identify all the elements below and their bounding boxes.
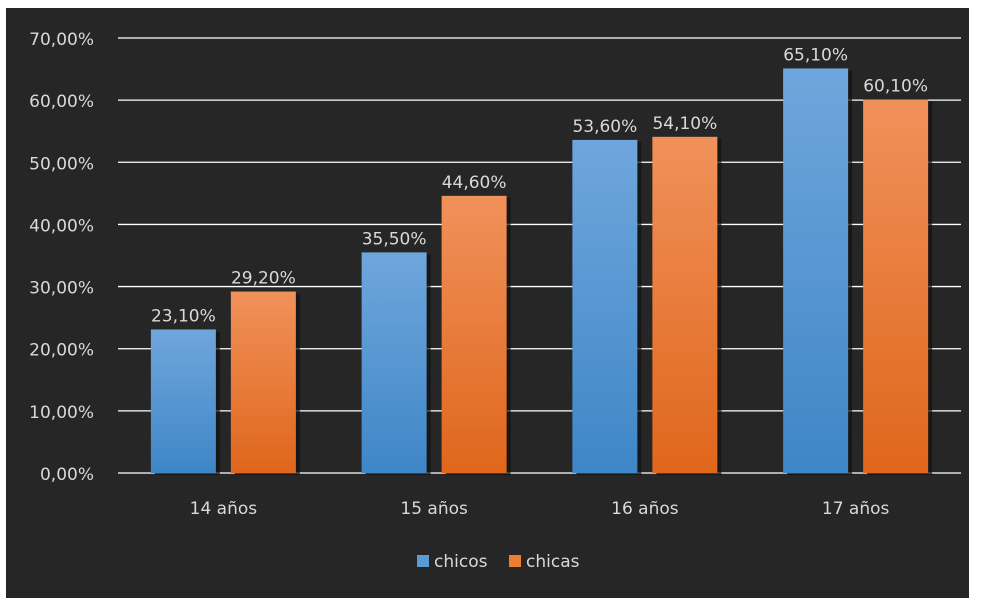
data-label: 60,10% (863, 77, 928, 97)
bar-chicas (230, 291, 296, 473)
legend-label: chicos (434, 552, 488, 572)
chart-area: 0,00% 10,00% 20,00% 30,00% 40,00% 50,00% 60,00… (6, 8, 969, 598)
y-tick-label: 10,00% (29, 403, 94, 423)
y-tick-label: 40,00% (29, 216, 94, 236)
y-tick-label: 30,00% (29, 279, 94, 299)
bar-chicos (783, 68, 849, 473)
data-label: 53,60% (572, 117, 637, 137)
data-label: 35,50% (362, 229, 427, 249)
bar-chicos (150, 329, 216, 473)
x-tick-label: 14 años (190, 499, 258, 519)
bar-chart: 0,00% 10,00% 20,00% 30,00% 40,00% 50,00% 60,00… (29, 30, 961, 572)
y-tick-label: 20,00% (29, 341, 94, 361)
data-label: 29,20% (231, 269, 296, 289)
legend-swatch-chicas (509, 555, 521, 567)
x-tick-label: 16 años (611, 499, 679, 519)
bars (150, 68, 933, 476)
x-axis-tick-labels: 14 años 15 años 16 años 17 años (190, 499, 890, 519)
y-tick-label: 60,00% (29, 92, 94, 112)
legend-label: chicas (526, 552, 580, 572)
bar-chicas (652, 136, 718, 474)
y-axis-tick-labels: 0,00% 10,00% 20,00% 30,00% 40,00% 50,00% 60,00… (29, 30, 94, 485)
y-tick-label: 50,00% (29, 154, 94, 174)
bar-chicos (572, 139, 638, 473)
y-tick-label: 0,00% (40, 465, 94, 485)
bar-chicos (361, 252, 427, 473)
data-label: 65,10% (783, 45, 848, 65)
bar-chicas (441, 195, 507, 474)
data-label: 23,10% (151, 306, 216, 326)
data-labels: 23,10% 29,20% 35,50% 44,60% 53,60% 54,10% 65,1… (151, 45, 928, 326)
bar-chicas (863, 99, 929, 474)
legend: chicos chicas (417, 552, 580, 572)
x-tick-label: 15 años (400, 499, 468, 519)
data-label: 44,60% (442, 173, 507, 193)
data-label: 54,10% (652, 114, 717, 134)
y-tick-label: 70,00% (29, 30, 94, 50)
legend-swatch-chicos (417, 555, 429, 567)
x-tick-label: 17 años (822, 499, 890, 519)
